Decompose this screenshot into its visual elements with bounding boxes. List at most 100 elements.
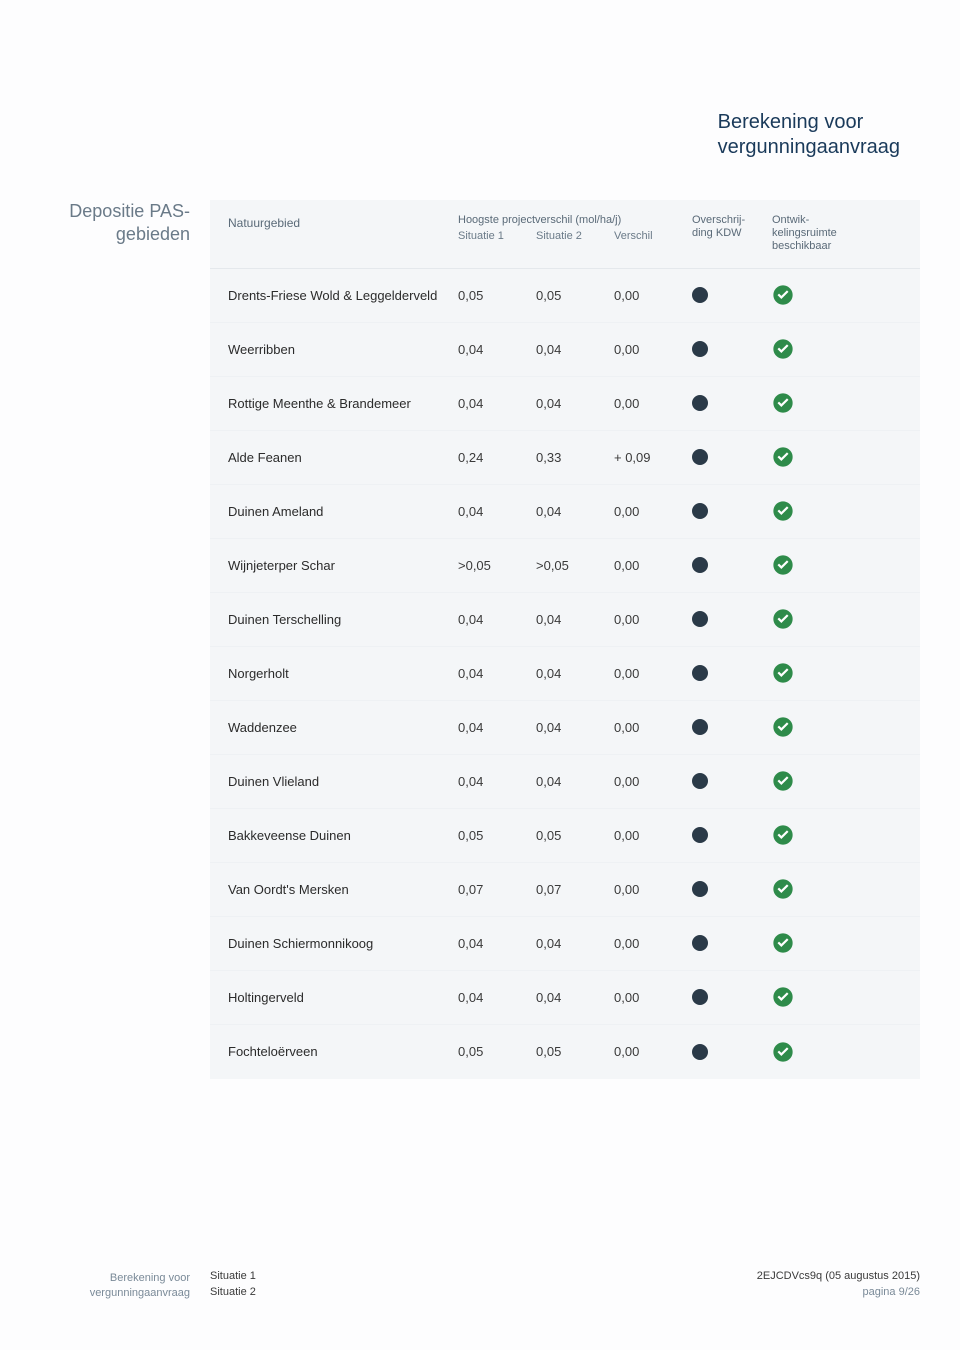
cell-situatie1: 0,07: [458, 882, 536, 897]
table-body: Drents-Friese Wold & Leggelderveld0,050,…: [210, 269, 920, 1079]
cell-verschil: 0,00: [614, 396, 692, 411]
cell-situatie2: 0,07: [536, 882, 614, 897]
cell-overschrijding-kdw: [692, 989, 772, 1005]
header-group-projectverschil: Hoogste projectverschil (mol/ha/j) Situa…: [458, 214, 692, 242]
cell-situatie1: 0,04: [458, 396, 536, 411]
cell-ontwikkelingsruimte: [772, 554, 902, 576]
header-situatie2: Situatie 2: [536, 230, 614, 242]
cell-situatie1: 0,04: [458, 342, 536, 357]
cell-overschrijding-kdw: [692, 665, 772, 681]
cell-situatie1: 0,05: [458, 1044, 536, 1059]
cell-situatie1: 0,05: [458, 828, 536, 843]
cell-situatie1: 0,04: [458, 612, 536, 627]
status-dot-icon: [692, 827, 708, 843]
check-circle-icon: [772, 446, 794, 468]
cell-situatie2: 0,04: [536, 774, 614, 789]
document-title: Berekening voor vergunningaanvraag: [718, 110, 900, 160]
section-label-line2: gebieden: [40, 223, 190, 246]
status-dot-icon: [692, 395, 708, 411]
deposition-table: Natuurgebied Hoogste projectverschil (mo…: [210, 200, 920, 1079]
cell-natuurgebied: Duinen Vlieland: [228, 774, 458, 789]
cell-situatie1: 0,04: [458, 666, 536, 681]
cell-situatie2: >0,05: [536, 558, 614, 573]
status-dot-icon: [692, 557, 708, 573]
table-row: Van Oordt's Mersken0,070,070,00: [210, 863, 920, 917]
cell-overschrijding-kdw: [692, 827, 772, 843]
cell-natuurgebied: Duinen Terschelling: [228, 612, 458, 627]
cell-verschil: 0,00: [614, 882, 692, 897]
content-area: Depositie PAS- gebieden Natuurgebied Hoo…: [40, 200, 920, 1079]
page-footer: Berekening voor vergunningaanvraag Situa…: [40, 1269, 920, 1300]
header-natuurgebied: Natuurgebied: [228, 214, 458, 230]
cell-verschil: 0,00: [614, 720, 692, 735]
footer-left-line2: vergunningaanvraag: [40, 1286, 190, 1300]
cell-situatie2: 0,05: [536, 1044, 614, 1059]
footer-right: 2EJCDVcs9q (05 augustus 2015) pagina 9/2…: [757, 1269, 920, 1300]
header-ontwikkelingsruimte: Ontwik- kelingsruimte beschikbaar: [772, 214, 902, 254]
check-circle-icon: [772, 986, 794, 1008]
table-row: Drents-Friese Wold & Leggelderveld0,050,…: [210, 269, 920, 323]
cell-ontwikkelingsruimte: [772, 986, 902, 1008]
cell-verschil: 0,00: [614, 774, 692, 789]
header-group-title: Hoogste projectverschil (mol/ha/j): [458, 214, 692, 226]
status-dot-icon: [692, 881, 708, 897]
footer-mid-line1: Situatie 1: [210, 1269, 350, 1284]
check-circle-icon: [772, 932, 794, 954]
footer-reference: 2EJCDVcs9q (05 augustus 2015): [757, 1269, 920, 1284]
cell-overschrijding-kdw: [692, 341, 772, 357]
status-dot-icon: [692, 665, 708, 681]
cell-verschil: + 0,09: [614, 450, 692, 465]
check-circle-icon: [772, 662, 794, 684]
cell-overschrijding-kdw: [692, 611, 772, 627]
check-circle-icon: [772, 608, 794, 630]
cell-verschil: 0,00: [614, 666, 692, 681]
table-row: Norgerholt0,040,040,00: [210, 647, 920, 701]
cell-natuurgebied: Duinen Ameland: [228, 504, 458, 519]
cell-situatie1: 0,05: [458, 288, 536, 303]
cell-situatie1: 0,04: [458, 504, 536, 519]
check-circle-icon: [772, 770, 794, 792]
page: Berekening voor vergunningaanvraag Depos…: [0, 0, 960, 1350]
status-dot-icon: [692, 611, 708, 627]
footer-mid-line2: Situatie 2: [210, 1285, 350, 1300]
table-row: Rottige Meenthe & Brandemeer0,040,040,00: [210, 377, 920, 431]
header-ont-line2: kelingsruimte: [772, 227, 902, 240]
cell-ontwikkelingsruimte: [772, 284, 902, 306]
table-row: Waddenzee0,040,040,00: [210, 701, 920, 755]
cell-natuurgebied: Waddenzee: [228, 720, 458, 735]
cell-overschrijding-kdw: [692, 1044, 772, 1060]
header-kdw-line2: ding KDW: [692, 227, 772, 240]
cell-natuurgebied: Alde Feanen: [228, 450, 458, 465]
check-circle-icon: [772, 554, 794, 576]
footer-left: Berekening voor vergunningaanvraag: [40, 1271, 210, 1300]
status-dot-icon: [692, 935, 708, 951]
cell-overschrijding-kdw: [692, 773, 772, 789]
cell-situatie2: 0,05: [536, 288, 614, 303]
cell-natuurgebied: Fochteloërveen: [228, 1044, 458, 1059]
cell-verschil: 0,00: [614, 288, 692, 303]
check-circle-icon: [772, 284, 794, 306]
status-dot-icon: [692, 341, 708, 357]
document-title-line1: Berekening voor: [718, 110, 900, 135]
cell-verschil: 0,00: [614, 342, 692, 357]
table-row: Duinen Terschelling0,040,040,00: [210, 593, 920, 647]
status-dot-icon: [692, 773, 708, 789]
table-row: Fochteloërveen0,050,050,00: [210, 1025, 920, 1079]
cell-natuurgebied: Van Oordt's Mersken: [228, 882, 458, 897]
cell-situatie2: 0,04: [536, 720, 614, 735]
status-dot-icon: [692, 503, 708, 519]
cell-situatie1: >0,05: [458, 558, 536, 573]
status-dot-icon: [692, 989, 708, 1005]
header-ont-line3: beschikbaar: [772, 240, 902, 253]
check-circle-icon: [772, 1041, 794, 1063]
table-row: Duinen Ameland0,040,040,00: [210, 485, 920, 539]
table-row: Alde Feanen0,240,33+ 0,09: [210, 431, 920, 485]
cell-natuurgebied: Drents-Friese Wold & Leggelderveld: [228, 288, 458, 303]
cell-verschil: 0,00: [614, 1044, 692, 1059]
footer-mid: Situatie 1 Situatie 2: [210, 1269, 350, 1300]
footer-page-number: pagina 9/26: [757, 1285, 920, 1300]
cell-situatie2: 0,33: [536, 450, 614, 465]
cell-situatie2: 0,04: [536, 936, 614, 951]
cell-ontwikkelingsruimte: [772, 500, 902, 522]
cell-natuurgebied: Holtingerveld: [228, 990, 458, 1005]
